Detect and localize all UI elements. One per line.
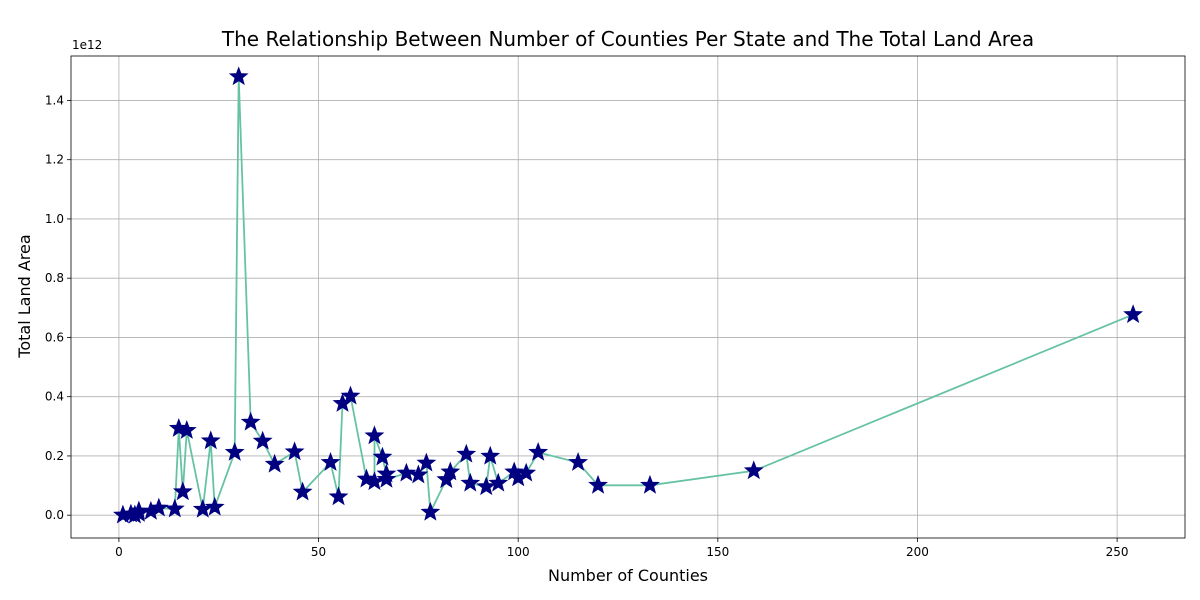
data-point-star (148, 497, 169, 517)
y-axis-title: Total Land Area (15, 234, 34, 358)
data-point-star (420, 501, 441, 521)
x-tick-label: 100 (507, 545, 530, 559)
data-point-star (224, 441, 245, 461)
y-tick-label: 1.4 (45, 93, 64, 107)
data-point-star (588, 474, 608, 494)
y-tick-label: 0.6 (45, 330, 64, 344)
chart-title: The Relationship Between Number of Count… (221, 27, 1034, 51)
y-tick-label: 0.4 (45, 390, 64, 404)
data-point-star (228, 66, 249, 86)
plot-frame (70, 55, 1186, 539)
data-point-star (372, 446, 393, 466)
data-point-star (376, 468, 397, 488)
data-point-star (264, 453, 285, 473)
data-point-star (364, 425, 385, 445)
data-point-star (284, 441, 305, 461)
data-point-star (640, 474, 660, 494)
data-point-star (240, 411, 261, 431)
y-tick-label: 1.2 (45, 153, 64, 167)
data-point-star (204, 496, 225, 516)
data-point-star (456, 443, 477, 463)
data-point-star (200, 430, 221, 450)
data-point-star (408, 464, 429, 484)
x-tick-label: 50 (311, 545, 326, 559)
data-point-star (164, 498, 185, 518)
data-point-star (516, 462, 537, 482)
data-point-star (568, 452, 588, 471)
grid (71, 56, 1185, 538)
data-point-star (328, 486, 349, 506)
data-point-star (320, 452, 341, 471)
series (113, 66, 1143, 524)
data-point-star (340, 385, 361, 405)
data-point-star (172, 481, 193, 501)
data-point-star (176, 420, 197, 439)
x-axis-title: Number of Counties (548, 566, 708, 585)
x-tick-label: 200 (906, 545, 929, 559)
data-point-star (743, 460, 764, 480)
data-point-star (440, 461, 461, 481)
data-point-star (1123, 304, 1143, 324)
data-point-star (460, 472, 481, 492)
axes: 0 50 100 150 200 250 0.0 0.2 0.4 0.6 0.8 1.0 1.2 1.4 (45, 55, 1186, 559)
y-axis-offset-label: 1e12 (72, 38, 102, 52)
y-tick-label: 0.8 (45, 271, 64, 285)
data-point-star (396, 462, 417, 482)
data-point-star (528, 441, 549, 461)
data-point-star (488, 472, 509, 492)
x-tick-label: 250 (1106, 545, 1129, 559)
y-tick-label: 0.0 (45, 508, 64, 522)
data-point-star (416, 452, 437, 472)
x-tick-label: 0 (115, 545, 123, 559)
data-point-star (252, 430, 273, 450)
data-point-star (480, 445, 501, 465)
y-tick-label: 1.0 (45, 212, 64, 226)
y-tick-label: 0.2 (45, 449, 64, 463)
data-point-star (292, 481, 313, 501)
data-point-star (476, 476, 497, 496)
x-tick-label: 150 (706, 545, 729, 559)
